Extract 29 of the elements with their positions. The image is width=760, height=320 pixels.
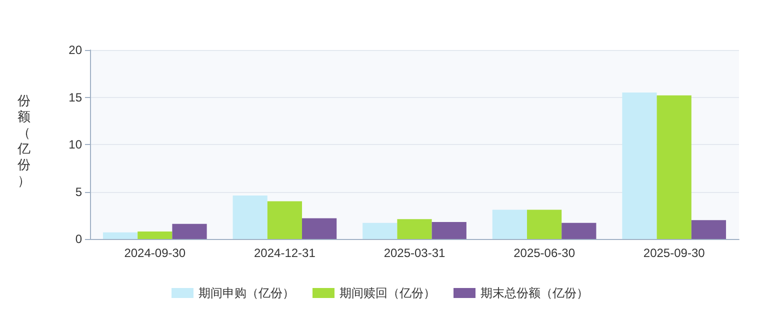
bar — [397, 219, 432, 239]
x-tick-label: 2024-09-30 — [124, 246, 186, 260]
legend-label: 期末总份额（亿份） — [480, 286, 588, 300]
x-tick-label: 2025-03-31 — [384, 246, 446, 260]
y-tick-label: 15 — [68, 90, 82, 104]
bar — [267, 201, 302, 239]
bar — [232, 196, 268, 239]
legend-label: 期间申购（亿份） — [198, 286, 294, 300]
bar — [622, 92, 657, 239]
bar — [138, 231, 172, 239]
bar — [492, 210, 527, 239]
y-tick-label: 5 — [75, 184, 82, 199]
y-tick-label: 0 — [75, 232, 82, 246]
x-tick-label: 2024-12-31 — [254, 246, 316, 260]
x-tick-label: 2025-06-30 — [514, 246, 576, 260]
bar — [102, 232, 138, 239]
bar — [656, 95, 692, 239]
bar — [302, 218, 337, 239]
bar — [526, 210, 562, 239]
bar — [432, 222, 466, 239]
bar — [362, 222, 398, 239]
x-tick-label: 2025-09-30 — [643, 246, 706, 260]
y-tick-label: 20 — [68, 43, 82, 57]
bar — [691, 220, 726, 239]
legend-label: 期间赎回（亿份） — [340, 286, 436, 300]
bar — [562, 222, 596, 239]
y-axis-title: 份额（亿份） — [16, 93, 32, 189]
y-tick-label: 10 — [68, 138, 82, 152]
bar — [172, 224, 207, 239]
